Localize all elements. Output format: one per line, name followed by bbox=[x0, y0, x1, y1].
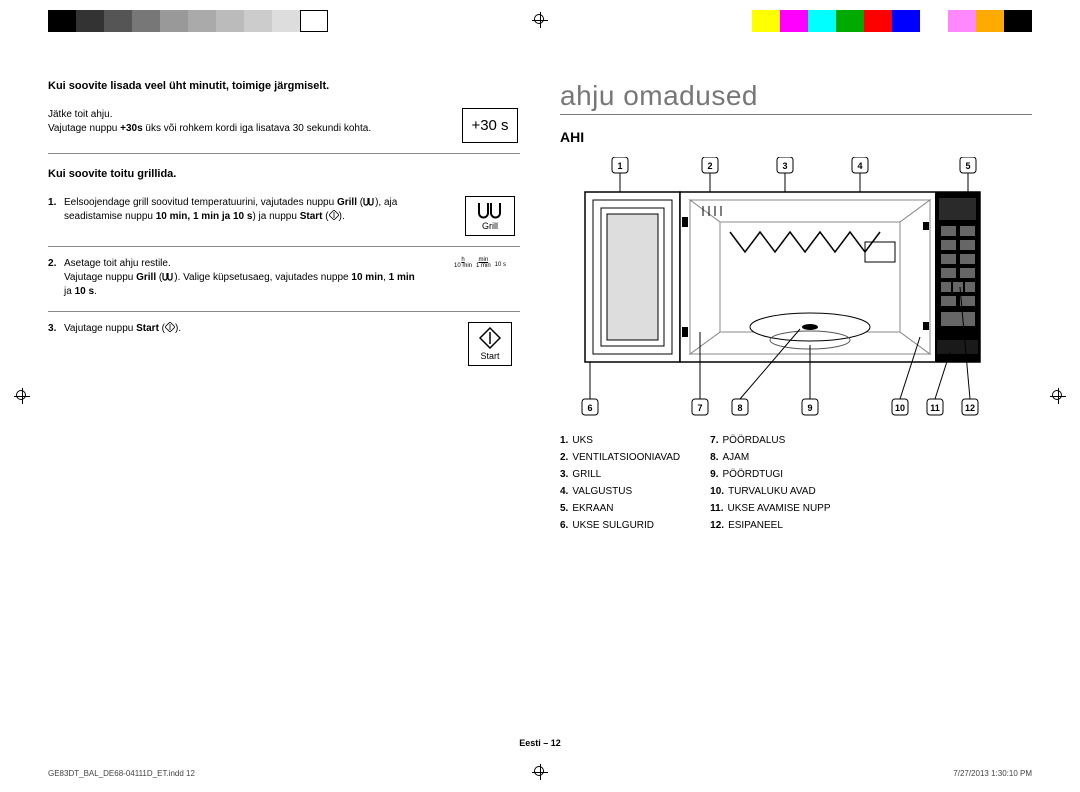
page-content: Kui soovite lisada veel üht minutit, toi… bbox=[48, 80, 1032, 752]
svg-text:11: 11 bbox=[930, 403, 940, 413]
right-column: ahju omadused AHI 1 2 3 4 5 bbox=[560, 80, 1032, 752]
add-minute-heading: Kui soovite lisada veel üht minutit, toi… bbox=[48, 80, 520, 92]
svg-text:1: 1 bbox=[617, 161, 622, 171]
parts-list-right: 7.PÖÖRDALUS 8.AJAM 9.PÖÖRDTUGI 10.TURVAL… bbox=[710, 435, 830, 537]
section-title: ahju omadused bbox=[560, 80, 1032, 115]
svg-text:6: 6 bbox=[587, 403, 592, 413]
time-buttons-icon: h10 min min1 min 10 s bbox=[440, 257, 520, 269]
color-calibration-bar-right bbox=[752, 10, 1032, 32]
plus-30s-icon: +30 s bbox=[460, 108, 520, 143]
grill-step-2: Asetage toit ahju restile. Vajutage nupp… bbox=[48, 247, 520, 312]
page-footer-center: Eesti – 12 bbox=[0, 738, 1080, 748]
registration-mark-icon bbox=[532, 764, 548, 780]
grill-step-3: Vajutage nuppu Start (). Start bbox=[48, 312, 520, 376]
grill-icon: Grill bbox=[460, 196, 520, 236]
page-footer-left: GE83DT_BAL_DE68-04111D_ET.indd 12 bbox=[48, 769, 195, 778]
registration-mark-icon bbox=[1050, 388, 1066, 404]
start-icon: Start bbox=[460, 322, 520, 366]
svg-text:9: 9 bbox=[807, 403, 812, 413]
add-minute-line1: Jätke toit ahju. bbox=[48, 108, 442, 122]
left-column: Kui soovite lisada veel üht minutit, toi… bbox=[48, 80, 520, 752]
svg-text:7: 7 bbox=[697, 403, 702, 413]
svg-text:12: 12 bbox=[965, 403, 975, 413]
parts-list-left: 1.UKS 2.VENTILATSIOONIAVAD 3.GRILL 4.VAL… bbox=[560, 435, 680, 537]
section-subtitle: AHI bbox=[560, 129, 1032, 145]
grill-step-1: Eelsoojendage grill soovitud temperatuur… bbox=[48, 186, 520, 247]
oven-diagram: 1 2 3 4 5 bbox=[560, 157, 1032, 417]
color-calibration-bar-left bbox=[48, 10, 328, 32]
svg-text:8: 8 bbox=[737, 403, 742, 413]
page-footer-right: 7/27/2013 1:30:10 PM bbox=[953, 769, 1032, 778]
parts-legend: 1.UKS 2.VENTILATSIOONIAVAD 3.GRILL 4.VAL… bbox=[560, 435, 1032, 537]
svg-text:4: 4 bbox=[857, 161, 862, 171]
add-minute-line2: Vajutage nuppu +30s üks või rohkem kordi… bbox=[48, 122, 442, 136]
add-minute-row: Jätke toit ahju. Vajutage nuppu +30s üks… bbox=[48, 98, 520, 154]
svg-text:10: 10 bbox=[895, 403, 905, 413]
grill-heading: Kui soovite toitu grillida. bbox=[48, 168, 520, 180]
svg-text:2: 2 bbox=[707, 161, 712, 171]
svg-text:5: 5 bbox=[965, 161, 970, 171]
registration-mark-icon bbox=[532, 12, 548, 28]
registration-mark-icon bbox=[14, 388, 30, 404]
svg-text:3: 3 bbox=[782, 161, 787, 171]
